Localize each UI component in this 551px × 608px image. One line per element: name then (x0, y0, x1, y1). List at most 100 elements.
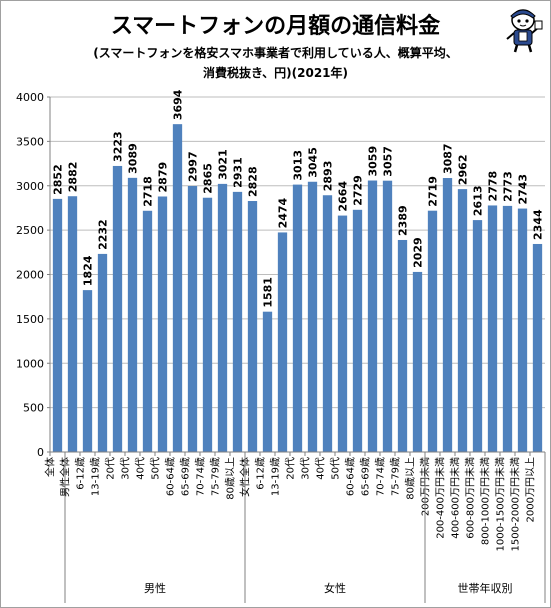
x-tick-label: 800-1000万円未満 (480, 457, 492, 545)
data-label: 2344 (532, 209, 545, 240)
chart-subtitle: (スマートフォンを格安スマホ事業者で利用している人、概算平均、 消費税抜き、円)… (40, 43, 511, 83)
x-tick-label: 2000万円以上 (525, 457, 537, 522)
y-tick-label: 2500 (16, 224, 44, 237)
x-tick-label: 75-79歳 (390, 457, 402, 496)
x-tick-label: 20代 (105, 457, 117, 480)
x-tick-label: 65-69歳 (360, 457, 372, 496)
x-tick-label: 1500-2000万円未満 (510, 457, 522, 552)
x-tick-label: 6-12歳 (75, 457, 87, 490)
data-label: 1581 (262, 277, 275, 308)
x-tick-label: 80歳以上 (225, 457, 237, 500)
y-tick-label: 4000 (16, 91, 44, 104)
chart-subtitle-line2: 消費税抜き、円)(2021年) (202, 66, 348, 80)
x-tick-label: 70-74歳 (195, 457, 207, 496)
y-tick-label: 1500 (16, 313, 44, 326)
x-tick-label: 70-74歳 (375, 457, 387, 496)
bar (172, 124, 183, 452)
bar (277, 232, 288, 452)
data-label: 2997 (187, 151, 200, 182)
data-label: 2879 (157, 162, 170, 193)
y-tick-label: 0 (37, 446, 44, 459)
y-tick-label: 1000 (16, 357, 44, 370)
y-tick-label: 500 (23, 402, 44, 415)
bar (457, 189, 468, 452)
data-label: 2474 (277, 197, 290, 228)
x-tick-label: 400-600万円未満 (450, 457, 462, 539)
bar (292, 184, 303, 452)
bar (127, 177, 138, 452)
data-label: 3045 (307, 147, 320, 178)
bar (82, 290, 93, 452)
data-label: 2729 (352, 175, 365, 206)
data-label: 2232 (97, 219, 110, 250)
y-tick-label: 3000 (16, 180, 44, 193)
data-label: 1824 (82, 255, 95, 286)
bar (97, 253, 108, 452)
data-label: 3089 (127, 143, 140, 174)
x-tick-label: 13-19歳 (90, 457, 102, 496)
data-label: 2389 (397, 205, 410, 236)
data-label: 2718 (142, 176, 155, 207)
chart-title: スマートフォンの月額の通信料金 (110, 14, 441, 39)
bar (517, 208, 528, 452)
x-tick-label: 30代 (120, 457, 132, 480)
x-tick-label: 全体 (44, 457, 57, 477)
bar (262, 311, 273, 452)
data-label: 3013 (292, 150, 305, 181)
x-tick-label: 80歳以上 (405, 457, 417, 500)
x-tick-label: 60-64歳 (345, 457, 357, 496)
bar (217, 183, 228, 453)
x-tick-label: 50代 (330, 457, 342, 480)
data-label: 3057 (382, 146, 395, 177)
group-label: 女性 (324, 581, 346, 595)
data-label: 3223 (112, 131, 125, 162)
data-label: 2882 (67, 162, 80, 193)
bar (187, 186, 198, 453)
bar (382, 180, 393, 452)
data-label: 2778 (487, 171, 500, 202)
data-label: 3694 (172, 89, 185, 120)
y-tick-label: 2000 (16, 269, 44, 282)
bar (367, 180, 378, 453)
data-label: 2719 (427, 176, 440, 207)
group-label: 男性 (144, 581, 166, 595)
x-tick-label: 200-400万円未満 (435, 457, 447, 539)
y-tick-label: 3500 (16, 135, 44, 148)
data-label: 3087 (442, 143, 455, 174)
x-tick-label: 1000-1500万円未満 (495, 457, 507, 552)
data-label: 3021 (217, 149, 230, 180)
mascot-logo-icon (506, 9, 543, 53)
data-label: 2664 (337, 181, 350, 212)
x-tick-label: 30代 (300, 457, 312, 480)
x-tick-label: 75-79歳 (210, 457, 222, 496)
x-tick-label: 65-69歳 (180, 457, 192, 496)
bar (307, 181, 318, 452)
bar (412, 271, 423, 452)
data-label: 2773 (502, 171, 515, 202)
bar (427, 210, 438, 452)
x-tick-label: 6-12歳 (255, 457, 267, 490)
bar (532, 243, 543, 452)
bar (487, 205, 498, 452)
x-tick-label: 600-800万円未満 (465, 457, 477, 539)
x-tick-label: 13-19歳 (270, 457, 282, 496)
bar (232, 191, 243, 452)
x-tick-label: 20代 (285, 457, 297, 480)
data-label: 2743 (517, 174, 530, 205)
data-label: 2962 (457, 154, 470, 185)
bar (352, 209, 363, 452)
bar (202, 197, 213, 452)
group-label: 世帯年収別 (458, 581, 513, 595)
x-tick-label: 40代 (315, 457, 327, 480)
x-tick-label: 60-64歳 (165, 457, 177, 496)
data-label: 2613 (472, 185, 485, 216)
bar (157, 196, 168, 452)
x-tick-label: 40代 (135, 457, 147, 480)
bar (472, 220, 483, 452)
data-label: 3059 (367, 146, 380, 177)
data-label: 2893 (322, 161, 335, 192)
bar (67, 196, 78, 452)
data-label: 2865 (202, 163, 215, 194)
bar (337, 215, 348, 452)
